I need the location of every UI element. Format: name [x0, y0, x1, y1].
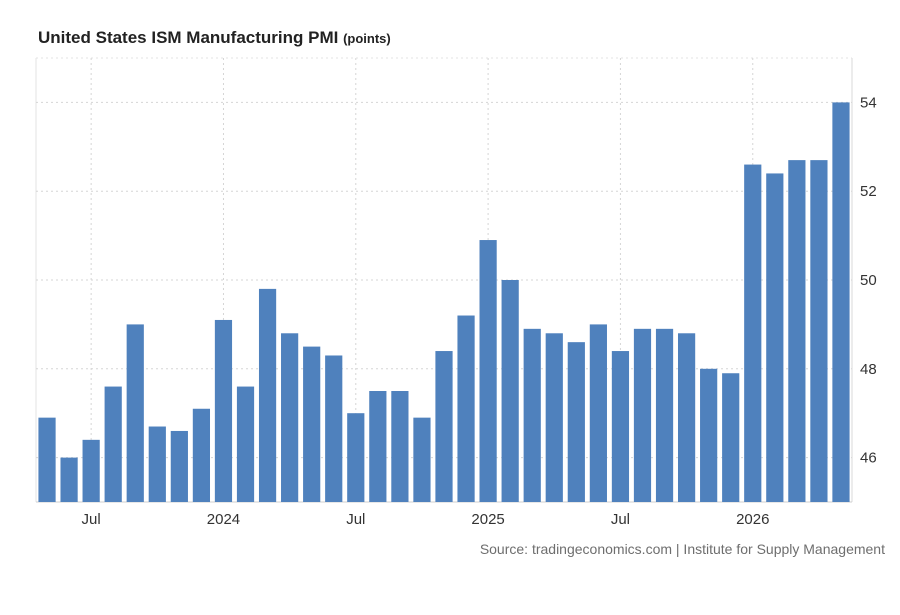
bar-2026-03	[810, 160, 828, 502]
source-note: Source: tradingeconomics.com | Institute…	[479, 541, 885, 557]
chart-unit: (points)	[343, 31, 391, 46]
bar-2025-07	[633, 328, 652, 502]
bar-2025-04	[567, 342, 585, 502]
bar-2025-08	[655, 328, 674, 502]
bar-2024-10	[435, 351, 453, 502]
bar-2024-01	[236, 386, 255, 502]
bar-2023-05	[60, 457, 78, 502]
bar-2023-10	[170, 430, 188, 502]
bar-2025-10	[700, 368, 718, 502]
bars	[38, 102, 850, 503]
x-tick-label: Jul	[611, 511, 630, 528]
bar-2024-06	[347, 413, 365, 502]
y-tick-label: 46	[860, 450, 877, 467]
bar-2023-04	[38, 417, 56, 502]
bar-2024-04	[303, 346, 321, 502]
y-tick-label: 48	[860, 361, 877, 378]
x-tick-label: Jul	[82, 511, 101, 528]
bar-2023-06	[82, 439, 100, 502]
chart-title: United States ISM Manufacturing PMI (poi…	[38, 28, 391, 48]
bar-2025-11	[722, 373, 740, 502]
bar-2025-12	[744, 164, 762, 502]
bar-2025-03	[545, 333, 563, 502]
bar-2025-09	[677, 333, 696, 502]
bar-2025-06	[611, 351, 630, 502]
bar-2024-09	[413, 417, 431, 502]
y-tick-label: 52	[860, 183, 877, 200]
bar-2026-04	[832, 102, 850, 503]
x-tick-label: 2024	[207, 511, 240, 528]
y-axis-ticks: 46 48 50 52 54	[860, 94, 877, 466]
bar-2025-02	[523, 328, 541, 502]
bar-2024-05	[325, 355, 343, 502]
bar-2023-09	[148, 426, 166, 502]
chart-title-text: United States ISM Manufacturing PMI	[38, 28, 339, 47]
x-tick-label: Jul	[346, 511, 365, 528]
bar-2025-05	[589, 324, 607, 502]
bar-2023-08	[126, 324, 144, 502]
bar-2023-07	[104, 386, 122, 502]
bar-2024-07	[369, 391, 387, 502]
bar-2023-11	[192, 408, 211, 502]
bar-2026-01	[766, 173, 784, 502]
y-tick-label: 50	[860, 272, 877, 289]
bar-2024-02	[258, 288, 277, 502]
x-axis-ticks: Jul 2024 Jul 2025 Jul 2026	[82, 511, 770, 528]
bar-2024-03	[281, 333, 299, 502]
bar-2024-12	[479, 240, 497, 503]
x-tick-label: 2025	[471, 511, 504, 528]
bar-2023-12	[214, 319, 233, 502]
y-tick-label: 54	[860, 94, 877, 111]
bar-2024-11	[457, 315, 475, 502]
x-tick-label: 2026	[736, 511, 769, 528]
bar-2025-01	[501, 280, 519, 502]
bar-2026-02	[788, 160, 806, 502]
bar-2024-08	[391, 391, 409, 502]
